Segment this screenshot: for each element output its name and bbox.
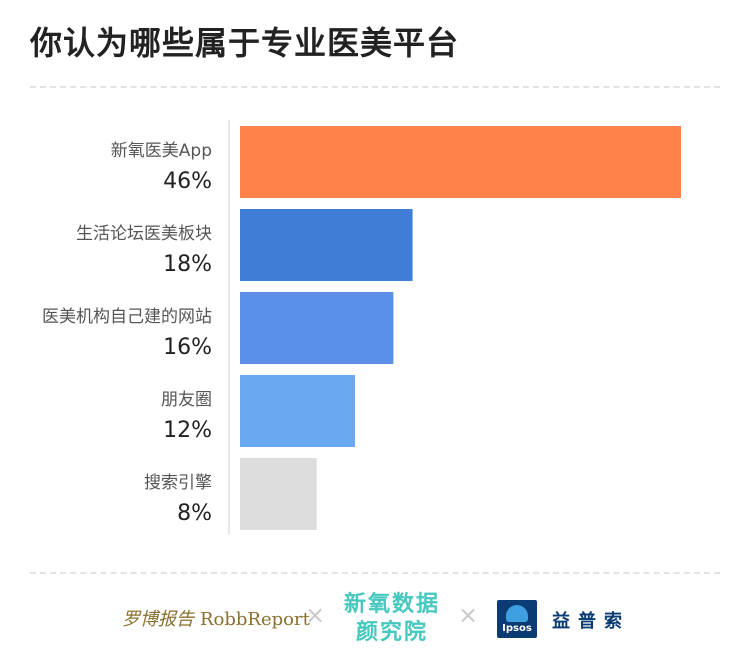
cross-icon: × [458,601,479,629]
robb-report-en: RobbReport [200,609,310,630]
ipsos-cn-name: 益普索 [552,611,630,632]
xinyang-line2: 颜究院 [355,620,428,645]
ipsos-logo-text: Ipsos [502,623,532,634]
category-label-4: 搜索引擎 [144,473,212,493]
bars-group [240,126,681,530]
robb-report-logo: 罗博报告 RobbReport [122,605,310,631]
value-label-2: 16% [163,335,212,360]
bar-chart: 新氧医美App 46% 生活论坛医美板块 18% 医美机构自己建的网站 16% 朋友圈 12%… [42,120,681,534]
value-label-3: 12% [163,418,212,443]
category-label-1: 生活论坛医美板块 [76,224,212,244]
value-label-0: 46% [163,169,212,194]
bottom-divider [30,572,720,574]
bar-0 [240,126,681,198]
labels-group: 新氧医美App 46% 生活论坛医美板块 18% 医美机构自己建的网站 16% 朋友圈 12%… [42,141,212,526]
ipsos-logo-shape [506,605,528,622]
ipsos-logo-icon: Ipsos [497,600,537,638]
xinyang-line1: 新氧数据 [343,592,440,617]
xinyang-logo: 新氧数据 颜究院 [340,591,444,647]
chart-title: 你认为哪些属于专业医美平台 [30,24,460,62]
bar-2 [240,292,394,364]
cross-icon: × [305,601,326,629]
category-label-0: 新氧医美App [111,141,212,161]
category-label-3: 朋友圈 [161,390,212,410]
bar-1 [240,209,413,281]
top-divider [30,86,720,88]
footer-logos: 罗博报告 RobbReport × 新氧数据 颜究院 × Ipsos 益普索 [0,585,750,655]
bar-3 [240,375,356,447]
robb-report-cn: 罗博报告 [122,609,194,630]
value-label-4: 8% [177,501,212,526]
value-label-1: 18% [163,252,212,277]
category-label-2: 医美机构自己建的网站 [42,307,212,327]
bar-4 [240,458,317,530]
